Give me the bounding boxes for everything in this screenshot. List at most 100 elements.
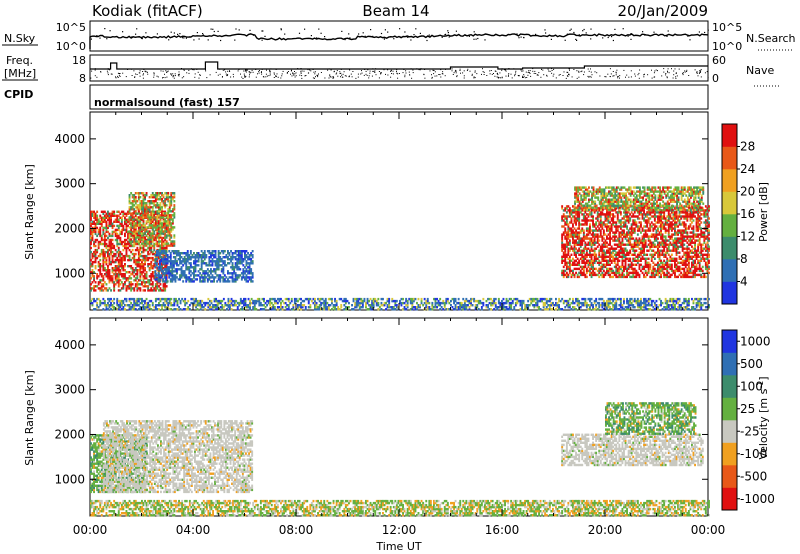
echo-cell — [589, 211, 591, 214]
echo-cell — [144, 248, 146, 252]
echo-cell — [134, 252, 137, 256]
noise-search-dot — [140, 37, 143, 39]
echo-cell — [196, 274, 198, 277]
nave-dot — [225, 71, 227, 73]
nave-dot — [567, 75, 569, 77]
echo-cell — [562, 251, 565, 254]
echo-cell — [162, 214, 165, 217]
echo-cell — [621, 229, 624, 232]
echo-cell — [663, 267, 666, 271]
echo-cell — [208, 252, 211, 255]
echo-cell — [572, 229, 574, 232]
echo-cell — [590, 243, 593, 246]
echo-cell — [90, 258, 92, 262]
nave-dot — [199, 74, 201, 76]
echo-cell — [660, 229, 662, 232]
echo-cell — [647, 249, 650, 252]
echo-cell — [127, 212, 129, 215]
echo-cell — [203, 278, 206, 281]
echo-cell — [90, 287, 92, 290]
echo-cell — [119, 232, 122, 236]
echo-cell — [219, 258, 222, 261]
echo-cell — [638, 239, 641, 242]
echo-cell — [211, 264, 214, 267]
echo-cell — [624, 215, 627, 218]
echo-cell — [169, 254, 172, 257]
echo-cell — [655, 233, 658, 236]
echo-cell — [618, 219, 621, 222]
echo-cell — [105, 263, 108, 266]
noise-search-dot — [516, 33, 518, 35]
echo-cell — [670, 269, 673, 273]
echo-cell — [599, 233, 602, 236]
echo-cell — [630, 243, 633, 246]
echo-cell — [120, 240, 123, 244]
echo-cell — [610, 247, 613, 250]
echo-cell — [147, 210, 150, 213]
echo-cell — [615, 225, 618, 228]
echo-cell — [158, 214, 160, 217]
echo-cell — [130, 283, 133, 286]
noise-search-dot — [106, 38, 108, 40]
echo-cell — [127, 218, 129, 221]
echo-cell — [125, 214, 128, 217]
echo-cell — [610, 245, 613, 248]
echo-cell — [99, 234, 102, 238]
echo-cell — [105, 271, 108, 274]
echo-cell — [107, 269, 109, 272]
echo-cell — [623, 233, 625, 236]
nave-dot — [361, 70, 362, 72]
echo-cell — [117, 226, 120, 230]
echo-cell — [130, 218, 133, 221]
echo-cell — [579, 243, 582, 246]
echo-cell — [90, 212, 92, 215]
echo-cell — [142, 271, 145, 274]
echo-cell — [247, 252, 249, 255]
echo-cell — [680, 215, 683, 218]
echo-cell — [593, 211, 596, 214]
echo-cell — [568, 265, 571, 269]
echo-cell — [194, 266, 197, 269]
nave-dot — [675, 77, 677, 79]
echo-cell — [100, 265, 103, 268]
echo-cell — [159, 222, 162, 225]
echo-cell — [148, 204, 151, 207]
nave-dot — [491, 73, 493, 75]
echo-cell — [647, 267, 650, 271]
echo-cell — [681, 235, 684, 238]
echo-cell — [647, 243, 650, 246]
echo-cell — [154, 196, 157, 199]
nave-dot — [452, 74, 454, 75]
echo-cell — [657, 265, 659, 269]
echo-cell — [94, 216, 97, 219]
echo-cell — [604, 257, 607, 260]
echo-cell — [593, 249, 596, 252]
nave-dot — [499, 77, 501, 79]
echo-cell — [119, 252, 122, 256]
echo-cell — [624, 275, 627, 279]
echo-cell — [91, 256, 94, 260]
nave-dot — [613, 75, 615, 77]
echo-cell — [216, 260, 219, 263]
echo-cell — [572, 247, 574, 250]
echo-cell — [148, 240, 151, 244]
echo-cell — [113, 214, 116, 217]
echo-cell — [643, 275, 645, 279]
nave-dot — [147, 73, 149, 75]
echo-cell — [230, 250, 232, 253]
echo-cell — [636, 271, 639, 275]
echo-cell — [568, 227, 571, 230]
nave-dot — [460, 72, 461, 74]
nave-dot — [245, 76, 246, 78]
echo-cell — [110, 279, 112, 282]
echo-cell — [575, 233, 577, 236]
nave-dot — [594, 71, 596, 73]
echo-cell — [663, 273, 666, 277]
noise-search-dot — [545, 32, 547, 34]
echo-cell — [596, 229, 599, 232]
echo-cell — [150, 206, 153, 209]
date-title: 20/Jan/2009 — [618, 2, 709, 20]
echo-cell — [134, 198, 137, 201]
noise-search-dot — [578, 34, 580, 36]
nave-dot — [501, 69, 503, 71]
